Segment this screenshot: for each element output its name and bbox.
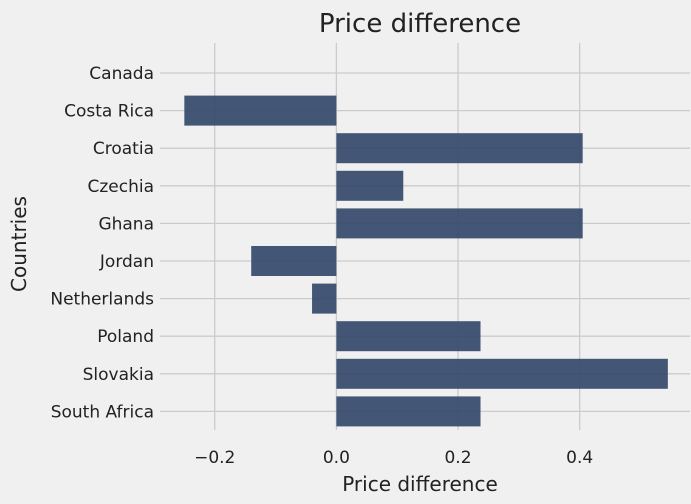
x-tick-label: 0.0: [323, 448, 350, 468]
y-tick-label: Croatia: [93, 139, 154, 159]
bar-ghana: [336, 208, 583, 239]
y-tick-label: Jordan: [99, 252, 154, 272]
bar-jordan: [251, 246, 337, 276]
bar-czechia: [336, 170, 404, 201]
y-tick-label: Poland: [97, 327, 154, 347]
bar-south-africa: [336, 396, 481, 427]
y-tick-label: Netherlands: [50, 290, 154, 310]
y-tick-label: Ghana: [98, 214, 154, 234]
y-tick-label: Canada: [89, 64, 154, 84]
x-tick-labels: −0.2 0.0 0.2 0.4: [194, 448, 593, 468]
x-tick-label: 0.2: [444, 448, 471, 468]
bar-croatia: [336, 133, 583, 164]
x-tick-label: 0.4: [566, 448, 593, 468]
bar-costa-rica: [184, 95, 337, 126]
y-axis-label: Countries: [7, 196, 31, 292]
y-tick-label: Czechia: [87, 177, 154, 197]
y-tick-label: South Africa: [51, 402, 154, 422]
bar-poland: [336, 321, 481, 352]
x-axis-label: Price difference: [342, 472, 498, 496]
y-tick-labels: Canada Costa Rica Croatia Czechia Ghana Jorda…: [50, 64, 154, 422]
y-tick-label: Costa Rica: [64, 102, 154, 122]
bars: [184, 58, 668, 427]
bar-netherlands: [312, 283, 337, 314]
x-tick-label: −0.2: [194, 448, 235, 468]
chart-title: Price difference: [319, 9, 521, 39]
bar-slovakia: [336, 358, 668, 389]
y-tick-label: Slovakia: [83, 365, 154, 385]
